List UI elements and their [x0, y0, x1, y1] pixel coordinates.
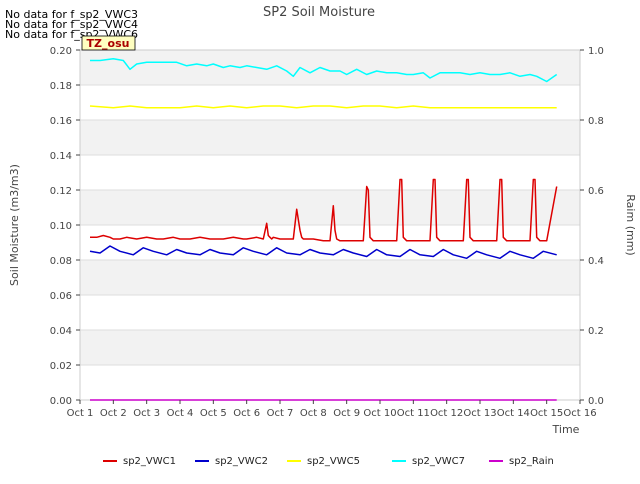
- y2-tick-label: 0.4: [588, 256, 604, 267]
- y-tick-label: 0.04: [50, 326, 72, 337]
- x-tick-label: Oct 13: [463, 408, 496, 419]
- x-tick-label: Oct 14: [497, 408, 530, 419]
- y-tick-label: 0.00: [50, 396, 72, 407]
- plot-band: [80, 190, 580, 225]
- x-tick-label: Oct 3: [133, 408, 160, 419]
- legend-label-sp2_VWC7: sp2_VWC7: [412, 456, 465, 467]
- legend-label-sp2_VWC5: sp2_VWC5: [307, 456, 360, 467]
- y2-tick-label: 1.0: [588, 46, 604, 57]
- y-tick-label: 0.18: [50, 81, 72, 92]
- y-tick-label: 0.14: [50, 151, 72, 162]
- series-layer: [89, 58, 558, 401]
- y2-tick-label: 0.6: [588, 186, 604, 197]
- y-tick-label: 0.06: [50, 291, 72, 302]
- plot-band: [80, 330, 580, 365]
- plot-band: [80, 50, 580, 85]
- y-tick-label: 0.16: [50, 116, 72, 127]
- series-line-sp2_VWC5: [89, 105, 557, 109]
- x-tick-label: Oct 15: [530, 408, 563, 419]
- x-tick-label: Oct 10: [363, 408, 396, 419]
- legend-label-sp2_Rain: sp2_Rain: [509, 456, 554, 467]
- plot-band: [80, 120, 580, 155]
- x-tick-label: Oct 8: [300, 408, 327, 419]
- series-line-sp2_VWC2: [89, 245, 557, 260]
- legend-label-sp2_VWC1: sp2_VWC1: [123, 456, 176, 467]
- x-axis-label: Time: [552, 423, 580, 436]
- x-tick-label: Oct 12: [430, 408, 463, 419]
- site-badge-box: [81, 35, 136, 51]
- series-line-sp2_VWC1: [90, 178, 558, 242]
- x-tick-label: Oct 16: [563, 408, 596, 419]
- x-tick-label: Oct 1: [67, 408, 94, 419]
- chart-title: SP2 Soil Moisture: [263, 5, 375, 20]
- x-tick-label: Oct 9: [333, 408, 360, 419]
- x-tick-label: Oct 7: [267, 408, 294, 419]
- y2-axis-label: Raim (mm): [624, 194, 637, 255]
- x-tick-label: Oct 2: [100, 408, 127, 419]
- y-tick-label: 0.20: [50, 46, 72, 57]
- no-data-note-2: No data for f_sp2_VWC4: [5, 18, 138, 31]
- y-tick-label: 0.12: [50, 186, 72, 197]
- y-axis-label: Soil Moisture (m3/m3): [8, 164, 21, 286]
- series-line-sp2_VWC7: [90, 58, 558, 83]
- plot-band: [80, 260, 580, 295]
- x-tick-label: Oct 4: [167, 408, 194, 419]
- y-tick-label: 0.08: [50, 256, 72, 267]
- legend: sp2_VWC1 sp2_VWC2 sp2_VWC5 sp2_VWC7 sp2_Rain: [103, 456, 554, 467]
- axes-layer: 0.00 0.02 0.04 0.06 0.08 0.10 0.12 0.14 0.16 0.18…: [50, 46, 604, 419]
- y2-tick-label: 0.2: [588, 326, 604, 337]
- legend-label-sp2_VWC2: sp2_VWC2: [215, 456, 268, 467]
- y2-tick-label: 0.8: [588, 116, 604, 127]
- y-tick-label: 0.10: [50, 221, 72, 232]
- y-tick-label: 0.02: [50, 361, 72, 372]
- site-badge: TZ_osu: [87, 37, 130, 50]
- x-tick-label: Oct 11: [397, 408, 430, 419]
- x-tick-label: Oct 5: [200, 408, 227, 419]
- x-tick-label: Oct 6: [233, 408, 260, 419]
- plot-bands: [80, 50, 580, 365]
- y2-tick-label: 0.0: [588, 396, 604, 407]
- no-data-note-1: No data for f_sp2_VWC3: [5, 8, 138, 21]
